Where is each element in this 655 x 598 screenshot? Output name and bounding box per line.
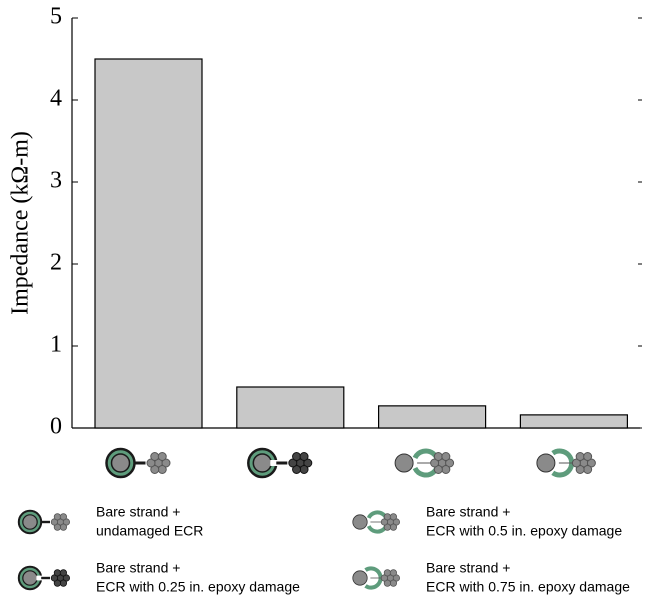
bar-core — [394, 453, 414, 473]
y-tick-label: 2 — [50, 250, 62, 276]
legend-label: ECR with 0.5 in. epoxy damage — [426, 523, 622, 539]
strand-wire — [161, 458, 171, 468]
strand-wire — [575, 452, 585, 462]
strand-wire — [292, 452, 302, 462]
bar — [519, 414, 629, 429]
bar — [94, 58, 203, 429]
strand-wire — [441, 452, 451, 462]
strand-wire — [389, 523, 397, 531]
bar-core — [352, 570, 368, 586]
legend-label: Bare strand + — [426, 560, 510, 576]
y-tick-label: 3 — [50, 168, 62, 194]
legend-label: ECR with 0.25 in. epoxy damage — [96, 579, 300, 595]
strand-wire — [53, 523, 62, 531]
strand-wire — [59, 523, 68, 531]
strand-wire — [292, 464, 302, 474]
bar-core — [536, 453, 556, 473]
legend-label: undamaged ECR — [96, 523, 203, 539]
strand-wire — [146, 458, 156, 468]
strand-wire — [150, 464, 160, 474]
bar-core — [22, 570, 38, 586]
strand-wire — [441, 464, 451, 474]
strand-wire — [59, 579, 68, 587]
strand-wire — [571, 458, 581, 468]
strand-wire — [380, 574, 388, 582]
strand-wire — [430, 458, 440, 468]
bar — [236, 386, 345, 429]
y-tick-label: 0 — [50, 414, 62, 440]
strand-wire — [150, 452, 160, 462]
strand-wire — [299, 452, 309, 462]
strand-wire — [383, 513, 391, 521]
legend-label: ECR with 0.75 in. epoxy damage — [426, 579, 630, 595]
legend-label: Bare strand + — [426, 504, 510, 520]
strand-wire — [299, 464, 309, 474]
strand-wire — [157, 464, 167, 474]
strand-wire — [383, 569, 391, 577]
strand-wire — [53, 569, 62, 577]
y-axis-label: Impedance (kΩ-m) — [8, 131, 34, 315]
strand-wire — [389, 513, 397, 521]
strand-wire — [59, 513, 68, 521]
strand-wire — [62, 574, 71, 582]
strand-wire — [50, 574, 59, 582]
legend-label: Bare strand + — [96, 560, 180, 576]
strand-wire — [50, 518, 59, 526]
strand-wire — [383, 523, 391, 531]
strand-wire — [62, 518, 71, 526]
strand-wire — [303, 458, 313, 468]
bar — [378, 405, 487, 429]
strand-wire — [433, 452, 443, 462]
legend-label: Bare strand + — [96, 504, 180, 520]
strand-wire — [288, 458, 298, 468]
strand-wire — [575, 464, 585, 474]
damage-gap — [270, 460, 279, 466]
strand-wire — [583, 464, 593, 474]
strand-wire — [53, 579, 62, 587]
bar-core — [110, 453, 131, 473]
strand-wire — [389, 579, 397, 587]
strand-wire — [445, 458, 455, 468]
strand-wire — [380, 518, 388, 526]
y-tick-label: 5 — [50, 4, 62, 30]
y-tick-label: 1 — [50, 332, 62, 358]
strand-wire — [383, 579, 391, 587]
damage-gap — [36, 575, 43, 581]
bar-core — [252, 453, 273, 473]
strand-wire — [586, 458, 596, 468]
strand-wire — [53, 513, 62, 521]
strand-wire — [59, 569, 68, 577]
strand-wire — [433, 464, 443, 474]
strand-wire — [392, 518, 400, 526]
strand-wire — [392, 574, 400, 582]
strand-wire — [389, 569, 397, 577]
bar-core — [22, 514, 38, 530]
y-tick-label: 4 — [50, 86, 62, 112]
strand-wire — [157, 452, 167, 462]
bar-core — [352, 514, 368, 530]
strand-wire — [583, 452, 593, 462]
